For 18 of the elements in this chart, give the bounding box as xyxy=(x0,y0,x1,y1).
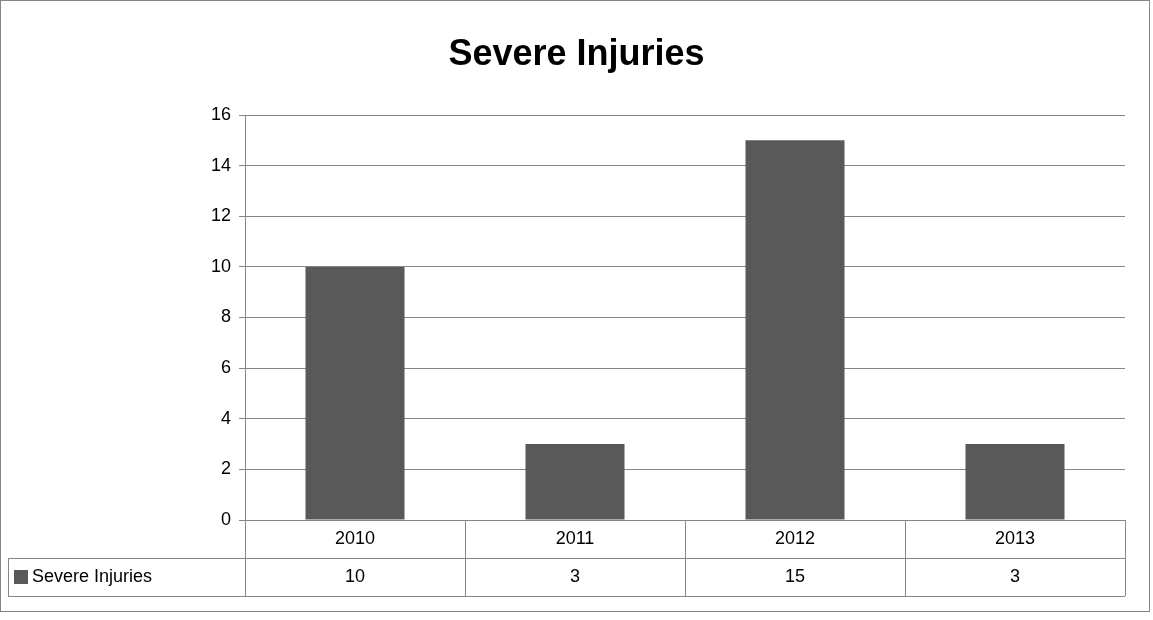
bar xyxy=(525,444,625,520)
x-tick-label: 2013 xyxy=(994,527,1036,548)
y-tick-label: 10 xyxy=(210,255,231,276)
y-tick-label: 6 xyxy=(220,357,231,378)
y-tick-label: 8 xyxy=(220,306,231,327)
bar xyxy=(745,140,845,520)
x-tick-label: 2011 xyxy=(555,527,595,548)
y-tick-label: 14 xyxy=(210,154,231,175)
y-tick-label: 12 xyxy=(210,205,231,226)
y-tick-label: 0 xyxy=(220,508,231,529)
x-tick-label: 2010 xyxy=(334,527,376,548)
chart-title: Severe Injuries xyxy=(448,31,705,73)
y-tick-label: 4 xyxy=(220,407,231,428)
bar xyxy=(305,266,405,520)
y-tick-label: 2 xyxy=(220,458,231,479)
bar xyxy=(965,444,1065,520)
y-tick-label: 16 xyxy=(210,103,231,124)
x-tick-label: 2012 xyxy=(774,527,816,548)
